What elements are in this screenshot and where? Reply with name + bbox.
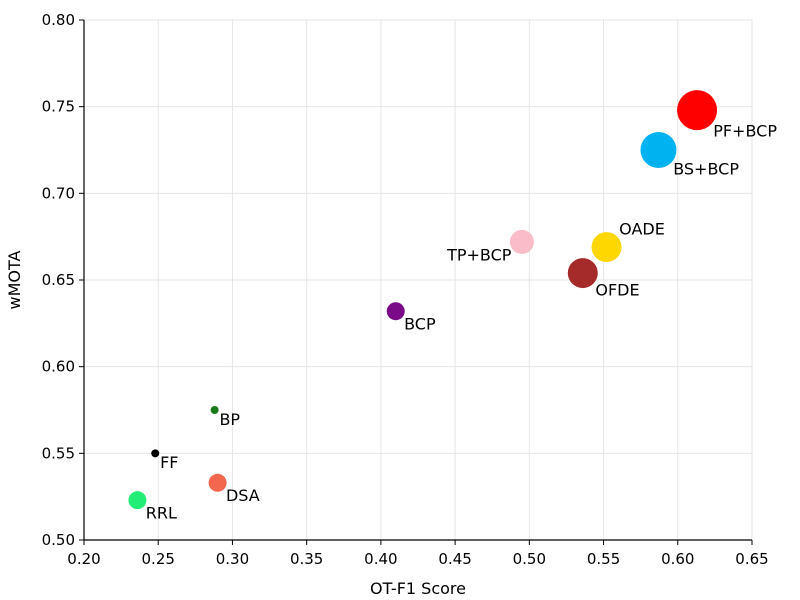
- ticks-layer: 0.20 0.25 0.30 0.35 0.40 0.45 0.50 0.55 0.60 0.65…: [42, 11, 769, 568]
- points-layer: [128, 90, 718, 510]
- x-tick-label: 0.50: [513, 550, 546, 568]
- data-point-bs-bcp: [640, 132, 677, 168]
- y-tick-label: 0.55: [42, 444, 75, 462]
- y-tick-label: 0.80: [42, 11, 75, 29]
- y-tick-label: 0.60: [42, 358, 75, 376]
- y-tick-label: 0.75: [42, 98, 75, 116]
- x-tick-label: 0.55: [587, 550, 620, 568]
- point-label: OFDE: [595, 281, 639, 300]
- data-point-oade: [591, 232, 622, 263]
- x-tick-label: 0.35: [290, 550, 323, 568]
- point-label: PF+BCP: [713, 121, 777, 140]
- y-tick-label: 0.65: [42, 271, 75, 289]
- data-point-ff: [151, 449, 160, 458]
- data-point-dsa: [208, 473, 227, 492]
- point-label: RRL: [146, 503, 177, 522]
- x-tick-label: 0.60: [661, 550, 694, 568]
- x-tick-label: 0.25: [142, 550, 175, 568]
- data-point-ofde: [567, 258, 598, 289]
- x-tick-label: 0.20: [67, 550, 100, 568]
- x-tick-label: 0.30: [216, 550, 249, 568]
- point-label: DSA: [226, 486, 260, 505]
- y-tick-label: 0.70: [42, 184, 75, 202]
- point-label: BCP: [404, 315, 436, 334]
- data-point-rrl: [128, 491, 147, 510]
- point-label: OADE: [619, 219, 665, 238]
- y-axis-title: wMOTA: [5, 250, 24, 309]
- x-tick-label: 0.45: [438, 550, 471, 568]
- point-label: BP: [219, 410, 240, 429]
- grid-layer: [83, 19, 753, 541]
- data-point-pf-bcp: [677, 90, 718, 131]
- y-tick-label: 0.50: [42, 531, 75, 549]
- labels-layer: RRL FF BP DSA BCP TP+BCP OFDE OADE BS+BCP PF+BCP: [146, 121, 778, 522]
- x-tick-label: 0.40: [364, 550, 397, 568]
- point-label: BS+BCP: [673, 160, 739, 179]
- x-axis-title: OT-F1 Score: [370, 579, 466, 598]
- data-point-tp-bcp: [509, 229, 534, 254]
- point-label: TP+BCP: [446, 245, 512, 264]
- point-label: FF: [160, 453, 178, 472]
- data-point-bcp: [386, 302, 405, 321]
- data-point-bp: [210, 406, 219, 414]
- x-tick-label: 0.65: [735, 550, 768, 568]
